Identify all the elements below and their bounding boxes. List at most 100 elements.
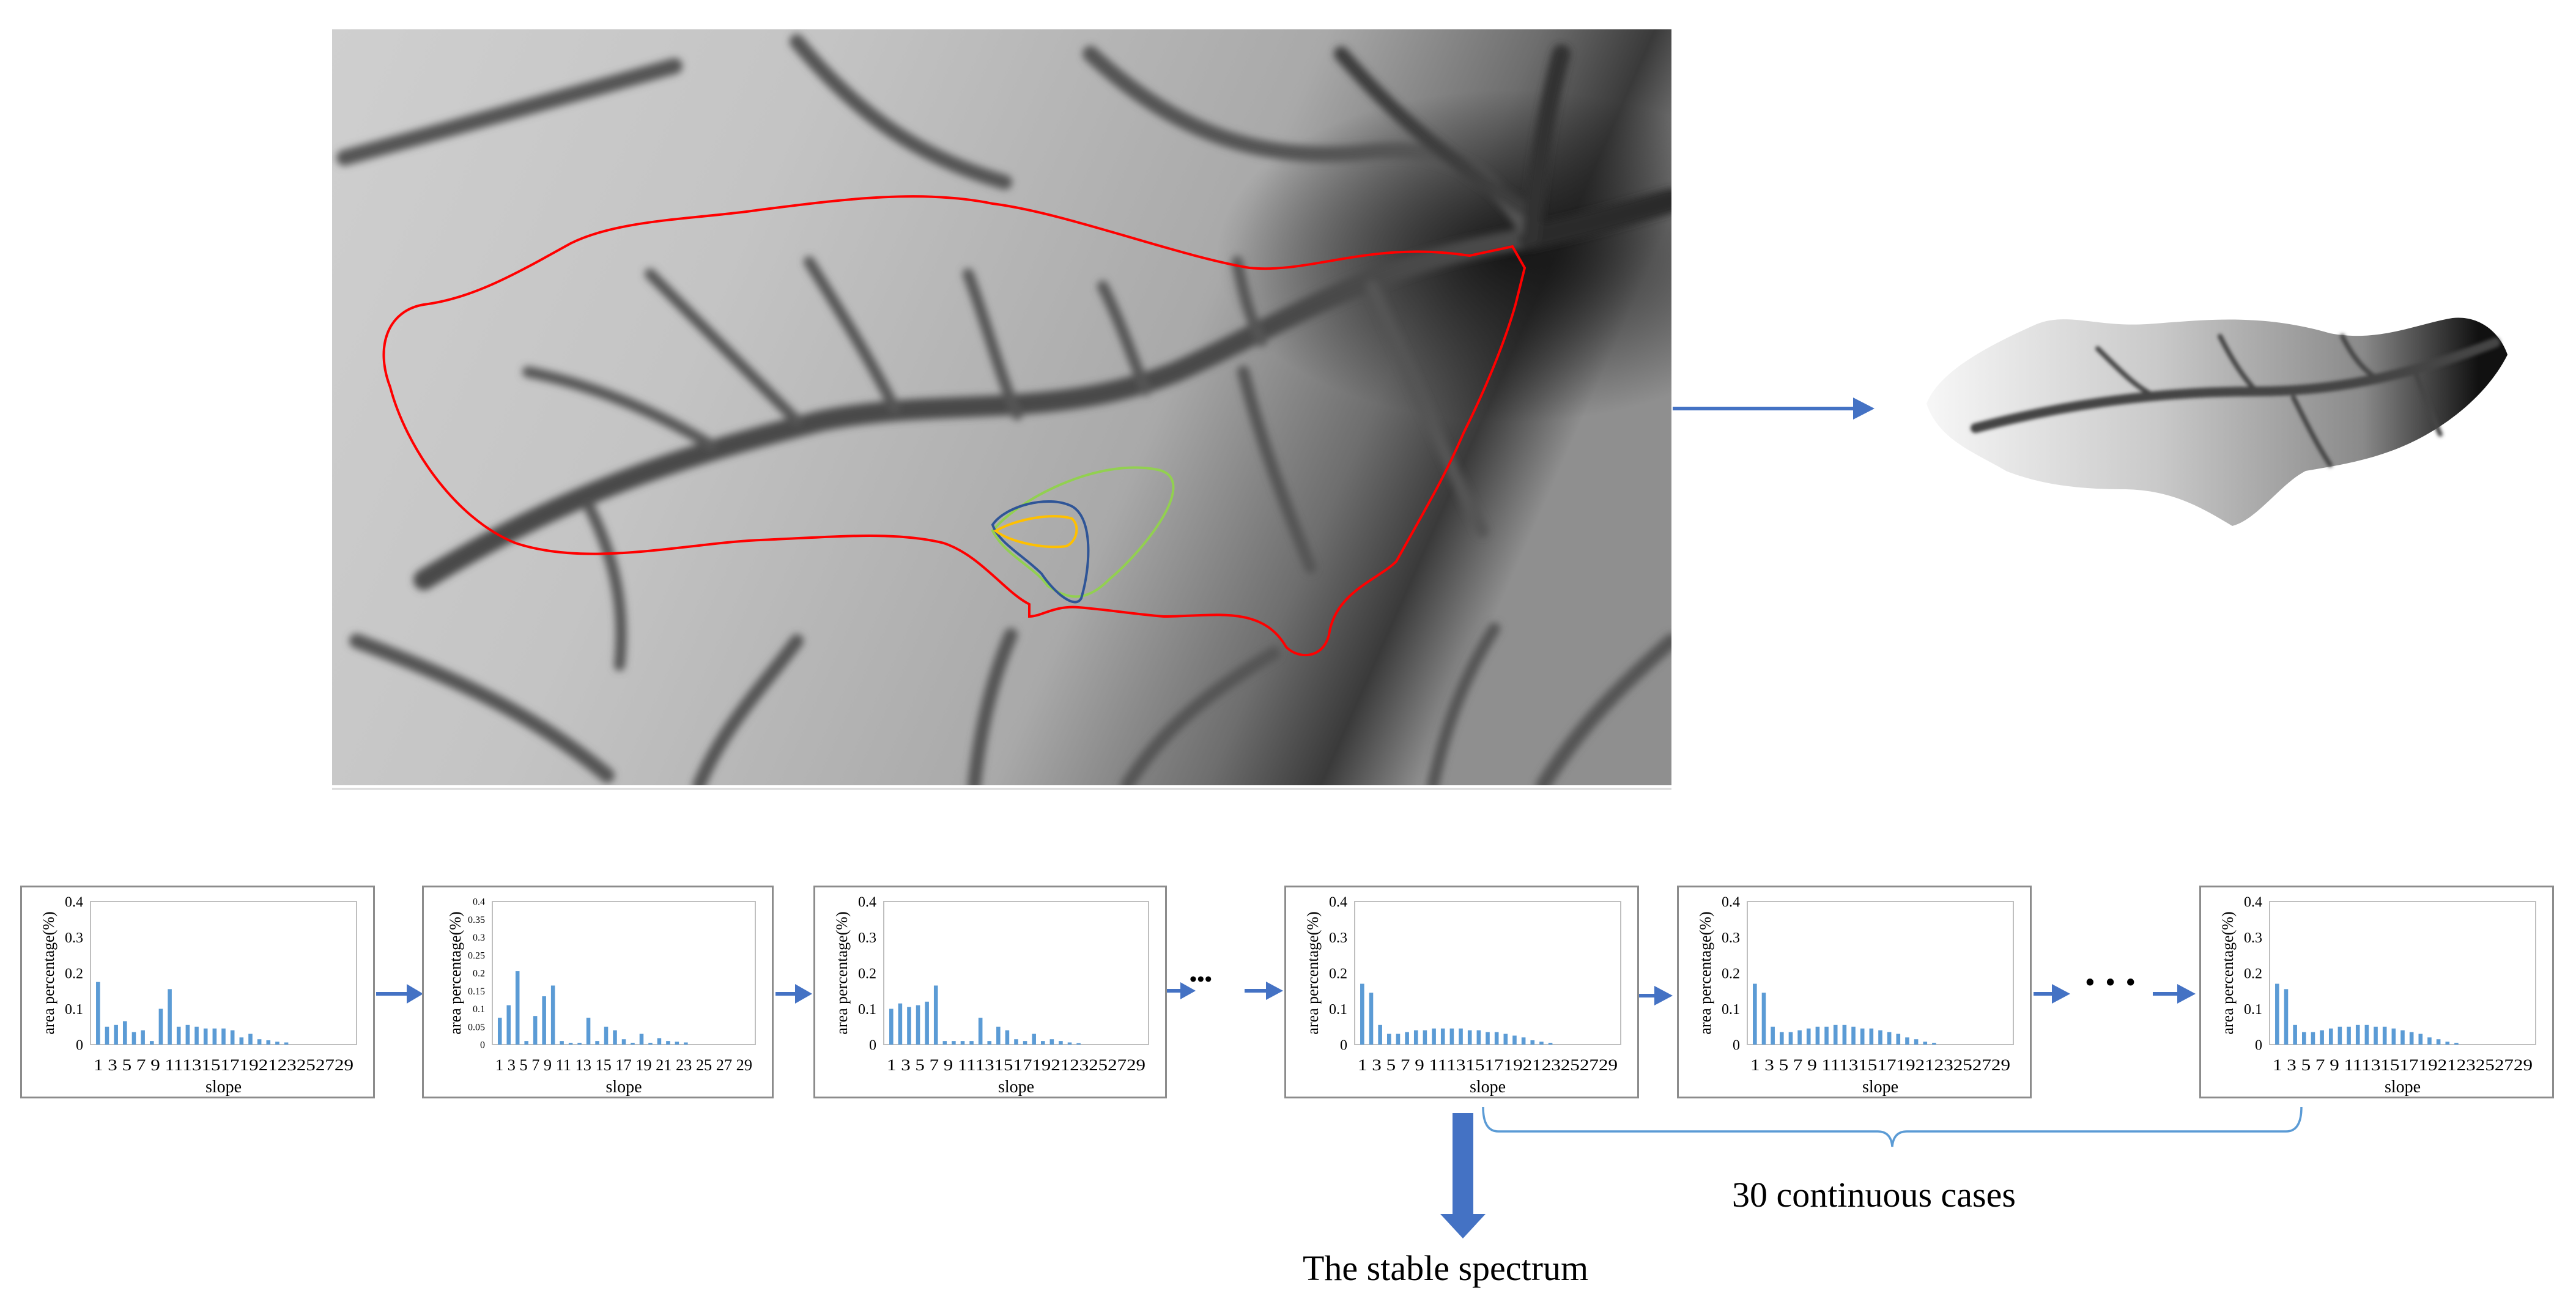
valley-network [336, 34, 1671, 785]
y-tick-label: 0.4 [858, 894, 876, 910]
bar-slope-11 [586, 1018, 591, 1045]
bar-slope-17 [1896, 1034, 1901, 1045]
bar-slope-3 [2293, 1024, 2297, 1045]
bar-slope-13 [996, 1026, 1001, 1045]
extracted-watershed-dem [1926, 317, 2508, 526]
bar-slope-15 [2400, 1030, 2405, 1045]
y-tick-label: 0 [869, 1037, 876, 1053]
arrow-dem-to-watershed [1673, 398, 1875, 420]
bar-slope-20 [1059, 1041, 1063, 1045]
chart-frame [813, 886, 1167, 1098]
stable-spectrum-label: The stable spectrum [1303, 1248, 1589, 1288]
bar-slope-8 [1815, 1026, 1820, 1045]
slope-spectrum-chart-5: 0 0.1 0.2 0.3 0.4 area percentage(%) 1 3 5 7 9… [1677, 886, 2032, 1098]
bar-slope-17 [239, 1037, 244, 1045]
slope-spectrum-chart-2: 0 0.05 0.1 0.15 0.2 0.25 0.3 0.35 0.4 area percen… [422, 886, 774, 1098]
bar-slope-20 [266, 1040, 271, 1045]
bar-slope-7 [2328, 1028, 2333, 1045]
y-tick-label: 0.3 [1329, 930, 1347, 946]
bar-slope-7 [942, 1041, 947, 1045]
bar-slope-17 [639, 1034, 644, 1045]
arrow-chart1-to-chart2 [376, 984, 423, 1004]
bar-slope-9 [1824, 1026, 1829, 1045]
ellipsis-1: • • • [1190, 968, 1212, 991]
y-axis-label: area percentage(%) [40, 911, 57, 1034]
bar-slope-3 [1378, 1024, 1382, 1045]
y-tick-label: 0.4 [473, 897, 485, 908]
bar-slope-15 [221, 1028, 226, 1045]
y-tick-label: 0.2 [1329, 966, 1347, 982]
y-tick-label: 0.2 [1722, 966, 1740, 982]
y-tick-label: 0 [2255, 1037, 2262, 1053]
y-tick-label: 0.1 [858, 1002, 876, 1018]
bar-slope-11 [2364, 1024, 2369, 1045]
bar-slope-19 [1914, 1039, 1919, 1045]
bar-slope-6 [1797, 1030, 1802, 1045]
bar-slope-2 [2284, 989, 2289, 1045]
y-axis-label: area percentage(%) [833, 911, 851, 1034]
bar-slope-14 [1869, 1028, 1874, 1045]
bar-slope-8 [560, 1041, 564, 1045]
sub-boundary-green [991, 466, 1175, 598]
bar-slope-21 [1932, 1043, 1936, 1045]
extracted-watershed-shape [1926, 317, 2508, 526]
bar-slope-7 [1806, 1028, 1811, 1045]
bar-slope-4 [1779, 1032, 1784, 1045]
bar-slope-6 [542, 996, 546, 1045]
slope-spectrum-chart-4: 0 0.1 0.2 0.3 0.4 area percentage(%) 1 3 5 7 9… [1284, 886, 1639, 1098]
y-axis-label: area percentage(%) [1304, 911, 1322, 1034]
bar-slope-12 [1459, 1028, 1463, 1045]
dem-terrain-map [332, 29, 1671, 785]
y-tick-label: 0.1 [1329, 1002, 1347, 1018]
bar-slope-14 [1005, 1030, 1010, 1045]
bar-slope-1 [1360, 983, 1364, 1045]
y-tick-label: 0 [76, 1037, 83, 1053]
bar-slope-16 [230, 1030, 235, 1045]
bar-slope-5 [925, 1001, 929, 1045]
watershed-boundary [382, 195, 1527, 656]
bar-slope-20 [1923, 1042, 1928, 1045]
bar-slope-15 [621, 1039, 626, 1045]
bar-slope-12 [194, 1026, 199, 1045]
x-tick-labels: 1 3 5 7 9 11131517192123252729 [94, 1056, 353, 1074]
chart-frame [422, 886, 774, 1098]
bar-slope-22 [1548, 1043, 1553, 1045]
slope-spectrum-chart-6: 0 0.1 0.2 0.3 0.4 area percentage(%) 1 3 5 7 9… [2199, 886, 2554, 1098]
bar-slope-18 [248, 1034, 253, 1045]
bar-slope-9 [2347, 1026, 2351, 1045]
y-tick-label: 0.4 [65, 894, 83, 910]
y-tick-label: 0.1 [473, 1004, 485, 1015]
bar-slope-19 [257, 1039, 262, 1045]
x-tick-labels: 1 3 5 7 9 11131517192123252729 [2273, 1056, 2533, 1074]
x-axis-label: slope [1862, 1078, 1898, 1097]
bar-slope-21 [1067, 1042, 1072, 1045]
y-tick-label: 0 [1733, 1037, 1740, 1053]
x-tick-labels: 1 3 5 7 9 11131517192123252729 [887, 1056, 1146, 1074]
bar-slope-16 [1023, 1041, 1027, 1045]
bar-slope-2 [898, 1003, 903, 1045]
y-tick-label: 0 [480, 1040, 485, 1051]
bar-slope-22 [1076, 1043, 1081, 1045]
bar-slope-9 [1432, 1028, 1436, 1045]
bar-slope-2 [1369, 993, 1374, 1045]
bar-slope-12 [987, 1041, 992, 1045]
bar-slope-20 [666, 1041, 670, 1045]
bar-slope-13 [1467, 1030, 1472, 1045]
bar-slope-6 [141, 1030, 145, 1045]
bar-slope-17 [1032, 1034, 1036, 1045]
bar-slope-8 [1423, 1030, 1427, 1045]
y-tick-label: 0.2 [473, 969, 485, 979]
bar-slope-16 [631, 1043, 635, 1045]
bar-slope-17 [2418, 1034, 2423, 1045]
bar-slope-21 [275, 1042, 279, 1045]
bar-slope-11 [978, 1018, 983, 1045]
chart-frame [20, 886, 375, 1098]
y-tick-label: 0.1 [65, 1002, 83, 1018]
bar-slope-3 [114, 1024, 118, 1045]
chart-frame [2199, 886, 2554, 1098]
x-tick-labels: 1 3 5 7 9 11131517192123252729 [1750, 1056, 2010, 1074]
y-tick-label: 0.2 [65, 966, 83, 982]
bar-slope-22 [684, 1042, 688, 1045]
bar-slope-18 [1040, 1041, 1045, 1045]
y-tick-label: 0.4 [1329, 894, 1347, 910]
